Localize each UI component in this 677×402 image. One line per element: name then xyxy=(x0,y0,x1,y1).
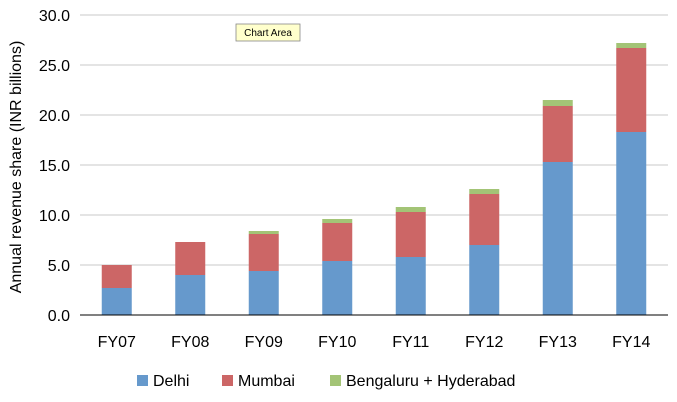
bar-segment xyxy=(248,234,279,271)
x-tick-label: FY12 xyxy=(465,334,503,351)
gridlines xyxy=(80,14,668,266)
chart-area-tooltip: Chart Area xyxy=(235,23,301,42)
y-tick-label: 20.0 xyxy=(39,108,70,125)
bar-segment xyxy=(395,207,426,212)
y-tick-label: 5.0 xyxy=(48,258,70,275)
y-tick-label: 10.0 xyxy=(39,208,70,225)
bars xyxy=(101,43,647,315)
bar-segment xyxy=(616,48,647,132)
bar-segment xyxy=(248,231,279,234)
legend-swatch xyxy=(137,375,148,386)
bar-segment xyxy=(469,245,500,315)
tooltip-text: Chart Area xyxy=(244,28,292,39)
bar-segment xyxy=(175,275,206,315)
bar-segment xyxy=(616,43,647,48)
bar-segment xyxy=(101,265,132,288)
y-tick-label: 30.0 xyxy=(39,8,70,25)
legend-swatch xyxy=(222,375,233,386)
bar-segment xyxy=(395,212,426,257)
bar-segment xyxy=(175,242,206,275)
bar-segment xyxy=(248,271,279,315)
bar-segment xyxy=(616,132,647,315)
tooltip-box xyxy=(235,23,301,42)
x-tick-label: FY09 xyxy=(245,334,283,351)
x-tick-label: FY14 xyxy=(612,334,650,351)
y-axis-ticks: 0.0 5.0 10.0 15.0 20.0 25.0 30.0 xyxy=(39,8,70,325)
bar-segment xyxy=(322,261,353,315)
bar-segment xyxy=(322,219,353,223)
bar-segment xyxy=(469,194,500,245)
x-axis-ticks: FY07 FY08 FY09 FY10 FY11 FY12 FY13 FY14 xyxy=(98,334,651,351)
legend-label: Mumbai xyxy=(238,373,295,390)
bar-segment xyxy=(542,162,573,315)
bar-segment xyxy=(542,100,573,106)
legend-label: Bengaluru + Hyderabad xyxy=(346,373,515,390)
y-tick-label: 25.0 xyxy=(39,58,70,75)
y-tick-label: 0.0 xyxy=(48,308,70,325)
x-tick-label: FY10 xyxy=(318,334,356,351)
bar-segment xyxy=(101,288,132,315)
x-tick-label: FY08 xyxy=(171,334,209,351)
bar-segment xyxy=(395,257,426,315)
bar-segment xyxy=(469,189,500,194)
legend-label: Delhi xyxy=(153,373,189,390)
legend: Delhi Mumbai Bengaluru + Hyderabad xyxy=(137,373,515,390)
legend-swatch xyxy=(330,375,341,386)
bar-segment xyxy=(322,223,353,261)
bar-segment xyxy=(542,106,573,162)
y-tick-label: 15.0 xyxy=(39,158,70,175)
x-tick-label: FY11 xyxy=(392,334,429,351)
y-axis-title: Annual revenue share (INR billions) xyxy=(8,41,25,294)
x-tick-label: FY07 xyxy=(98,334,136,351)
x-tick-label: FY13 xyxy=(539,334,577,351)
